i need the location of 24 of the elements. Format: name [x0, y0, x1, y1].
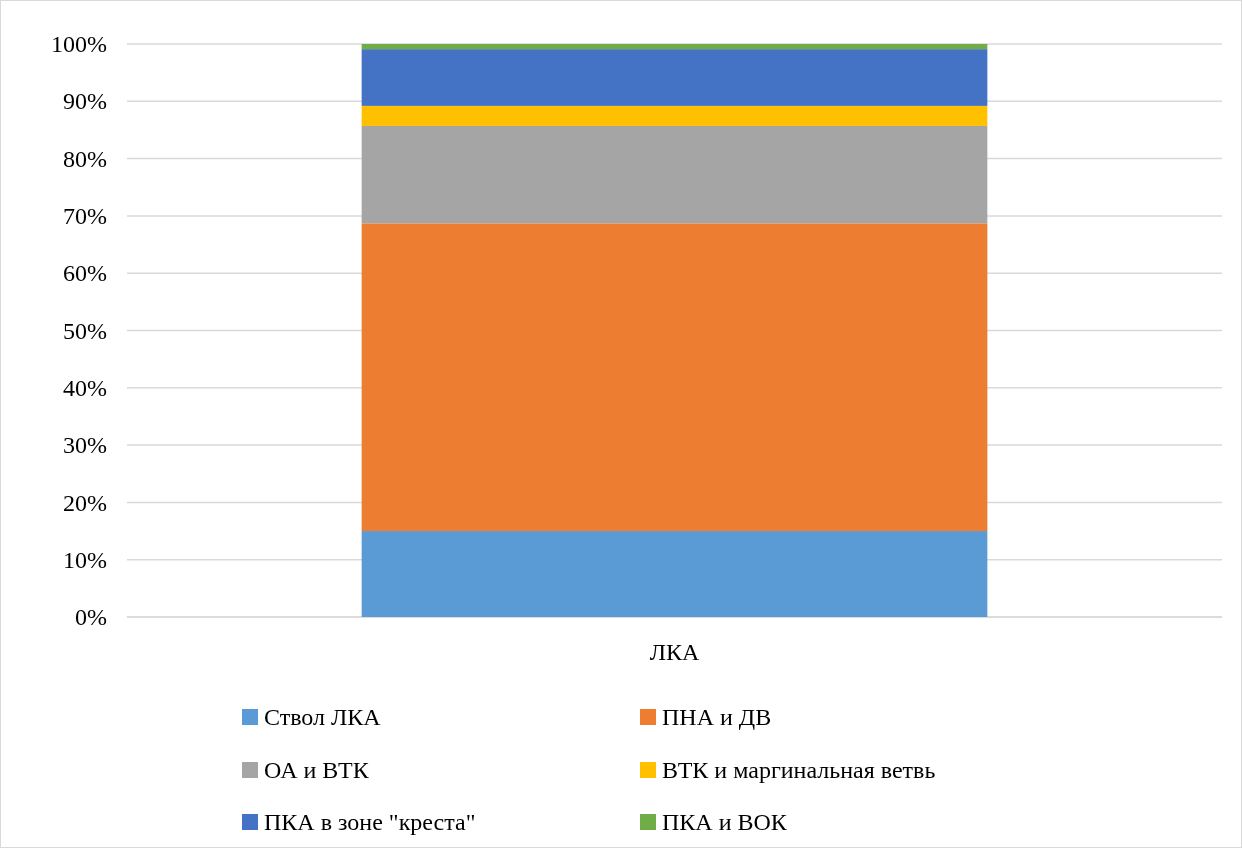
legend-label: ПНА и ДВ: [662, 704, 772, 730]
x-tick-label: ЛКА: [649, 639, 700, 666]
y-tick-label: 50%: [63, 317, 107, 344]
legend-label: Ствол ЛКА: [264, 704, 382, 730]
y-tick-label: 0%: [75, 604, 107, 631]
y-tick-label: 20%: [63, 489, 107, 516]
y-tick-label: 30%: [63, 432, 107, 459]
y-tick-label: 40%: [63, 374, 107, 401]
bar: [361, 125, 988, 224]
bar: [361, 44, 988, 50]
y-tick-label: 70%: [63, 203, 107, 230]
bar: [361, 49, 988, 106]
bar: [361, 105, 988, 126]
y-tick-label: 10%: [63, 546, 107, 573]
y-tick-label: 90%: [63, 88, 107, 115]
legend-label: ПКА и ВОК: [662, 809, 788, 835]
y-tick-label: 60%: [63, 260, 107, 287]
legend-label: ВТК и маргинальная ветвь: [662, 757, 936, 783]
legend-label: ПКА в зоне "креста": [264, 809, 476, 835]
legend-label: ОА и ВТК: [264, 757, 370, 783]
bar: [361, 531, 988, 617]
y-tick-label: 100%: [51, 31, 107, 58]
y-tick-label: 80%: [63, 145, 107, 172]
bar: [361, 223, 988, 532]
